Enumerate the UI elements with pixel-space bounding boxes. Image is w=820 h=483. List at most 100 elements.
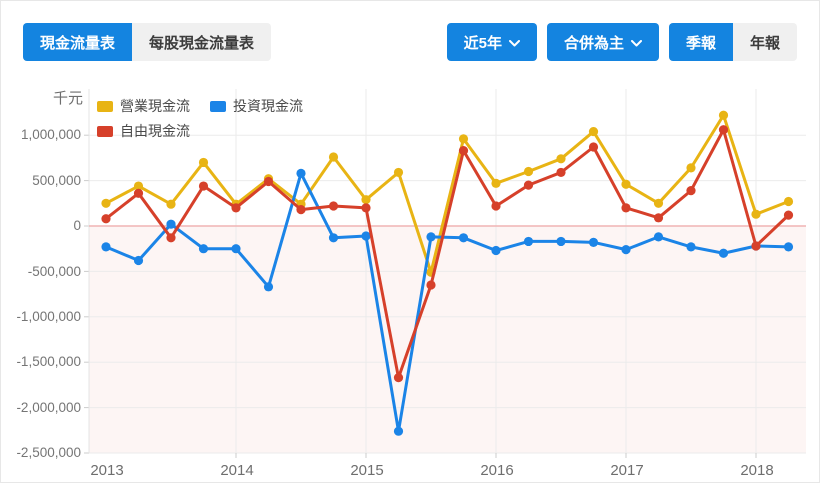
自由現金流-point-2014Q3[interactable] [296, 205, 306, 215]
營業現金流-point-2018Q1[interactable] [751, 209, 761, 219]
y-axis-tick: -500,000 [27, 263, 81, 279]
投資現金流-point-2016Q2[interactable] [523, 236, 534, 247]
x-axis-tick: 2017 [610, 462, 644, 479]
營業現金流-point-2014Q4[interactable] [328, 152, 339, 162]
legend-label: 投資現金流 [233, 98, 303, 114]
legend-item-investing-cash-flow[interactable]: 投資現金流 [210, 96, 303, 116]
chevron-down-icon [508, 39, 520, 46]
營業現金流-line [104, 113, 790, 274]
投資現金流-point-2013Q3[interactable] [166, 219, 176, 229]
營業現金流-point-2017Q4[interactable] [718, 110, 729, 120]
營業現金流-point-2016Q3[interactable] [556, 154, 566, 164]
y-axis-tick: 1,000,000 [20, 127, 81, 143]
chevron-down-icon [630, 39, 642, 46]
營業現金流-point-2013Q3[interactable] [166, 199, 176, 209]
chart-controls: 近5年 合併為主 季報 年報 [446, 23, 797, 61]
營業現金流-point-2017Q3[interactable] [686, 163, 696, 173]
tab-per-share-cash-flow[interactable]: 每股現金流量表 [132, 23, 272, 61]
自由現金流-point-2015Q3[interactable] [426, 280, 436, 290]
consolidation-label: 合併為主 [563, 34, 624, 52]
自由現金流-point-2014Q4[interactable] [328, 201, 339, 211]
營業現金流-point-2016Q4[interactable] [588, 126, 599, 137]
自由現金流-point-2013Q1[interactable] [101, 214, 111, 224]
營業現金流-point-2017Q1[interactable] [621, 179, 631, 189]
投資現金流-point-2017Q4[interactable] [718, 248, 729, 258]
自由現金流-point-2015Q4[interactable] [458, 146, 469, 156]
自由現金流-point-2015Q1[interactable] [361, 203, 371, 213]
投資現金流-point-2017Q3[interactable] [686, 242, 696, 252]
x-axis-tick: 2013 [90, 462, 124, 479]
投資現金流-point-2013Q1[interactable] [101, 242, 111, 252]
營業現金流-point-2013Q2[interactable] [133, 181, 144, 191]
y-axis-unit-label: 千元 [52, 90, 83, 107]
自由現金流-point-2014Q1[interactable] [231, 203, 241, 213]
consolidation-dropdown[interactable]: 合併為主 [546, 23, 659, 61]
投資現金流-line [104, 171, 790, 433]
y-axis-tick: -1,000,000 [16, 309, 81, 324]
annual-report-button[interactable]: 年報 [732, 23, 797, 61]
y-axis-tick: 0 [73, 218, 81, 234]
y-axis-tick: -2,500,000 [16, 445, 81, 461]
自由現金流-point-2017Q2[interactable] [653, 213, 664, 223]
自由現金流-point-2016Q2[interactable] [523, 180, 534, 190]
y-axis-tick: -2,000,000 [16, 399, 81, 415]
投資現金流-point-2018Q2[interactable] [783, 242, 794, 252]
投資現金流-point-2015Q1[interactable] [361, 231, 371, 241]
自由現金流-point-2017Q4[interactable] [718, 125, 729, 135]
營業現金流-point-2017Q2[interactable] [653, 198, 664, 208]
自由現金流-point-2017Q3[interactable] [686, 185, 696, 196]
x-axis-tick: 2016 [480, 462, 514, 479]
營業現金流-point-2018Q2[interactable] [783, 196, 794, 207]
自由現金流-point-2013Q4[interactable] [198, 181, 209, 191]
營業現金流-point-2013Q4[interactable] [198, 157, 209, 168]
投資現金流-point-2013Q2[interactable] [133, 255, 144, 266]
投資現金流-point-2014Q3[interactable] [296, 168, 306, 178]
y-axis-tick: -1,500,000 [16, 354, 81, 370]
投資現金流-point-2017Q2[interactable] [653, 232, 664, 242]
negative-area-shading [89, 226, 806, 453]
legend-item-operating-cash-flow[interactable]: 營業現金流 [97, 96, 190, 116]
營業現金流-point-2015Q2[interactable] [393, 167, 404, 178]
自由現金流-line [104, 128, 790, 380]
投資現金流-point-2014Q2[interactable] [263, 282, 274, 292]
operating-cash-flow-swatch [97, 100, 113, 112]
x-axis-tick: 2015 [350, 462, 384, 479]
tab-cash-flow-statement[interactable]: 現金流量表 [23, 23, 133, 61]
period-range-label: 近5年 [463, 34, 502, 52]
自由現金流-point-2013Q3[interactable] [166, 233, 176, 243]
x-axis-tick: 2018 [740, 462, 774, 479]
營業現金流-point-2015Q4[interactable] [458, 134, 469, 144]
report-frequency-toggle: 季報 年報 [668, 23, 797, 61]
statement-tab-group: 現金流量表 每股現金流量表 [23, 23, 272, 61]
period-range-dropdown[interactable]: 近5年 [446, 23, 537, 61]
legend-label: 自由現金流 [120, 123, 190, 139]
營業現金流-point-2015Q1[interactable] [361, 195, 371, 205]
投資現金流-point-2015Q3[interactable] [426, 232, 436, 242]
投資現金流-point-2015Q2[interactable] [393, 426, 404, 436]
自由現金流-point-2016Q1[interactable] [491, 201, 501, 211]
投資現金流-point-2017Q1[interactable] [621, 245, 631, 255]
自由現金流-point-2016Q4[interactable] [588, 142, 599, 152]
營業現金流-point-2016Q2[interactable] [523, 166, 534, 177]
投資現金流-point-2014Q4[interactable] [328, 233, 339, 243]
營業現金流-point-2013Q1[interactable] [101, 198, 111, 208]
投資現金流-point-2015Q4[interactable] [458, 233, 469, 243]
自由現金流-point-2013Q2[interactable] [133, 188, 144, 198]
自由現金流-point-2015Q2[interactable] [393, 373, 404, 383]
自由現金流-point-2018Q2[interactable] [783, 210, 794, 220]
legend-item-free-cash-flow[interactable]: 自由現金流 [97, 121, 190, 141]
自由現金流-point-2018Q1[interactable] [751, 241, 761, 251]
自由現金流-point-2016Q3[interactable] [556, 167, 566, 178]
投資現金流-point-2013Q4[interactable] [198, 244, 209, 254]
quarterly-report-button[interactable]: 季報 [668, 23, 733, 61]
投資現金流-point-2014Q1[interactable] [231, 244, 241, 254]
自由現金流-point-2014Q2[interactable] [263, 176, 274, 187]
投資現金流-point-2016Q3[interactable] [556, 236, 566, 247]
投資現金流-point-2016Q4[interactable] [588, 237, 599, 247]
營業現金流-point-2016Q1[interactable] [491, 178, 501, 188]
自由現金流-point-2017Q1[interactable] [621, 203, 631, 213]
投資現金流-point-2016Q1[interactable] [491, 245, 501, 256]
legend-label: 營業現金流 [120, 98, 190, 114]
